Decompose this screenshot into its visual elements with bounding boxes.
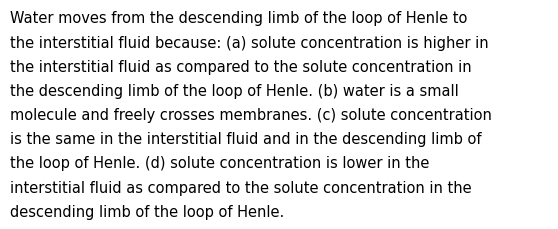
Text: Water moves from the descending limb of the loop of Henle to: Water moves from the descending limb of …: [10, 11, 468, 26]
Text: the loop of Henle. (d) solute concentration is lower in the: the loop of Henle. (d) solute concentrat…: [10, 156, 430, 171]
Text: interstitial fluid as compared to the solute concentration in the: interstitial fluid as compared to the so…: [10, 180, 472, 195]
Text: is the same in the interstitial fluid and in the descending limb of: is the same in the interstitial fluid an…: [10, 132, 482, 147]
Text: the interstitial fluid as compared to the solute concentration in: the interstitial fluid as compared to th…: [10, 60, 472, 74]
Text: the descending limb of the loop of Henle. (b) water is a small: the descending limb of the loop of Henle…: [10, 84, 459, 98]
Text: descending limb of the loop of Henle.: descending limb of the loop of Henle.: [10, 204, 284, 219]
Text: molecule and freely crosses membranes. (c) solute concentration: molecule and freely crosses membranes. (…: [10, 108, 492, 123]
Text: the interstitial fluid because: (a) solute concentration is higher in: the interstitial fluid because: (a) solu…: [10, 35, 489, 50]
